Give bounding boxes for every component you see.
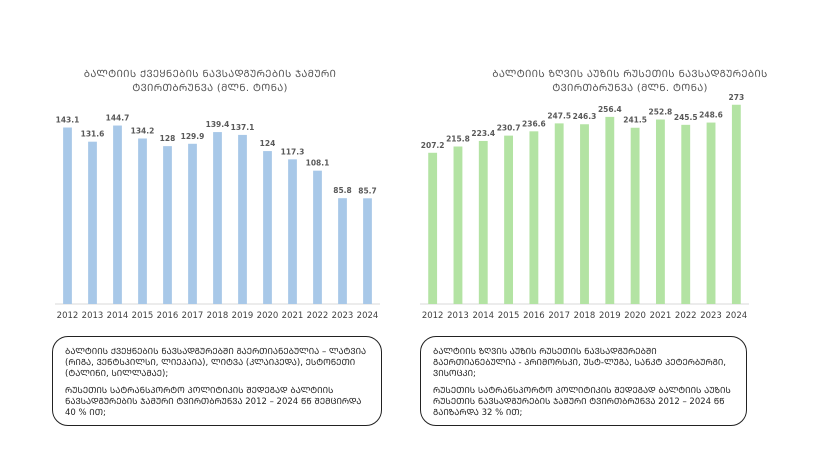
left-tick-label: 2017 xyxy=(182,311,204,321)
right-bar-chart: 207.2 2012 215.8 2013 223.4 2014 230.7 2015 236.… xyxy=(420,93,749,321)
right-bar xyxy=(504,135,514,304)
left-data-label: 139.4 xyxy=(206,120,230,129)
right-data-label: 241.5 xyxy=(623,116,647,125)
right-tick-label: 2020 xyxy=(624,311,646,321)
right-chart-panel: ᲑᲐᲚᲢᲘᲘᲡ ᲖᲦᲕᲘᲡ ᲐᲣᲖᲘᲡ ᲠᲣᲡᲔᲗᲘᲡ ᲜᲐᲕᲡᲐᲓᲒᲣᲠᲔᲑᲘ… xyxy=(420,0,840,459)
right-bar xyxy=(478,140,488,304)
right-data-label: 215.8 xyxy=(446,135,470,144)
right-chart-title: ᲑᲐᲚᲢᲘᲘᲡ ᲖᲦᲕᲘᲡ ᲐᲣᲖᲘᲡ ᲠᲣᲡᲔᲗᲘᲡ ᲜᲐᲕᲡᲐᲓᲒᲣᲠᲔᲑᲘ… xyxy=(492,69,768,94)
right-note-paragraph-1: ᲑᲐᲚᲢᲘᲘᲡ ᲖᲦᲕᲘᲡ ᲐᲣᲖᲘᲡ ᲠᲣᲡᲔᲗᲘᲡ ᲜᲐᲕᲡᲐᲓᲒᲣᲠᲔᲑᲨ… xyxy=(433,347,726,379)
left-data-label: 129.9 xyxy=(181,132,205,141)
right-bar xyxy=(655,119,665,304)
left-bar xyxy=(88,141,97,304)
left-data-label: 134.2 xyxy=(131,126,155,135)
left-bar xyxy=(338,198,347,304)
right-data-label: 245.5 xyxy=(674,113,698,122)
right-note-paragraph-2: ᲠᲣᲡᲔᲗᲘᲡ ᲡᲐᲢᲠᲐᲜᲡᲞᲝᲠᲢᲝ ᲞᲝᲚᲘᲢᲘᲙᲘᲡ ᲨᲔᲓᲔᲒᲐᲓ Ბ… xyxy=(433,386,731,418)
right-tick-label: 2014 xyxy=(472,311,494,321)
left-bar xyxy=(63,127,72,304)
right-data-label: 223.4 xyxy=(471,129,495,138)
right-data-label: 230.7 xyxy=(497,124,521,133)
right-bar xyxy=(731,104,741,304)
left-tick-label: 2015 xyxy=(132,311,154,321)
left-note-box: ᲑᲐᲚᲢᲘᲘᲡ ᲥᲕᲔᲧᲜᲔᲑᲘᲡ ᲜᲐᲕᲡᲐᲓᲒᲣᲠᲔᲑᲨᲘ ᲒᲐᲔᲠᲗᲘᲐᲜ… xyxy=(52,336,382,426)
right-data-label: 256.4 xyxy=(598,105,622,114)
right-data-label: 273 xyxy=(729,93,745,102)
right-tick-label: 2016 xyxy=(523,311,545,321)
left-data-label: 131.6 xyxy=(81,130,105,139)
left-tick-label: 2023 xyxy=(332,311,354,321)
left-bar xyxy=(313,170,322,304)
left-tick-label: 2022 xyxy=(307,311,329,321)
left-data-label: 137.1 xyxy=(231,123,255,132)
right-tick-label: 2022 xyxy=(675,311,697,321)
left-data-label: 85.7 xyxy=(358,186,377,195)
left-tick-label: 2018 xyxy=(207,311,229,321)
right-tick-label: 2024 xyxy=(726,311,748,321)
left-bar xyxy=(238,134,247,304)
right-bar xyxy=(453,146,463,304)
right-tick-label: 2015 xyxy=(498,311,520,321)
right-tick-label: 2023 xyxy=(700,311,722,321)
left-bar xyxy=(113,125,122,304)
right-bar xyxy=(554,123,564,304)
left-data-label: 128 xyxy=(160,134,176,143)
left-tick-label: 2019 xyxy=(232,311,254,321)
left-chart-panel: ᲑᲐᲚᲢᲘᲘᲡ ᲥᲕᲔᲧᲜᲔᲑᲘᲡ ᲜᲐᲕᲡᲐᲓᲒᲣᲠᲔᲑᲘᲡ ᲯᲐᲛᲣᲠᲘ Ტ… xyxy=(52,69,382,426)
right-bar xyxy=(529,131,539,304)
right-data-label: 252.8 xyxy=(649,108,673,117)
left-data-label: 85.8 xyxy=(333,186,352,195)
left-data-label: 143.1 xyxy=(56,116,80,125)
left-tick-label: 2020 xyxy=(257,311,279,321)
left-tick-label: 2014 xyxy=(107,311,129,321)
right-data-label: 236.6 xyxy=(522,119,546,128)
left-bar xyxy=(138,138,147,304)
right-tick-label: 2019 xyxy=(599,311,621,321)
left-data-label: 124 xyxy=(260,139,276,148)
right-data-label: 247.5 xyxy=(547,111,571,120)
right-bar xyxy=(428,152,438,304)
left-bar xyxy=(263,151,272,304)
right-tick-label: 2018 xyxy=(574,311,596,321)
left-bar xyxy=(288,159,297,304)
left-data-label: 117.3 xyxy=(281,147,305,156)
right-tick-label: 2012 xyxy=(422,311,444,321)
right-bar xyxy=(580,124,589,305)
left-tick-label: 2016 xyxy=(157,311,179,321)
left-bar xyxy=(188,143,197,304)
left-bar-chart: 143.1 2012 131.6 2013 144.7 2014 134.2 2015 128 2… xyxy=(55,114,380,321)
right-bar xyxy=(605,116,615,304)
left-tick-label: 2024 xyxy=(357,311,379,321)
right-tick-label: 2013 xyxy=(447,311,469,321)
left-data-label: 108.1 xyxy=(306,159,330,168)
right-tick-label: 2021 xyxy=(650,311,672,321)
left-data-label: 144.7 xyxy=(106,114,130,123)
left-bar xyxy=(213,132,222,304)
left-note-paragraph-2: ᲠᲣᲡᲔᲗᲘᲡ ᲡᲐᲢᲠᲐᲜᲡᲞᲝᲠᲢᲝ ᲞᲝᲚᲘᲢᲘᲙᲘᲡ ᲨᲔᲓᲔᲒᲐᲓ Ბ… xyxy=(65,386,362,418)
right-data-label: 248.6 xyxy=(699,111,723,120)
right-bar xyxy=(706,122,716,304)
right-bar xyxy=(630,127,640,304)
right-note-box: ᲑᲐᲚᲢᲘᲘᲡ ᲖᲦᲕᲘᲡ ᲐᲣᲖᲘᲡ ᲠᲣᲡᲔᲗᲘᲡ ᲜᲐᲕᲡᲐᲓᲒᲣᲠᲔᲑᲨ… xyxy=(420,336,747,426)
left-bar xyxy=(163,146,172,304)
left-note-paragraph-1: ᲑᲐᲚᲢᲘᲘᲡ ᲥᲕᲔᲧᲜᲔᲑᲘᲡ ᲜᲐᲕᲡᲐᲓᲒᲣᲠᲔᲑᲨᲘ ᲒᲐᲔᲠᲗᲘᲐᲜ… xyxy=(65,347,367,379)
right-data-label: 207.2 xyxy=(421,141,445,150)
left-tick-label: 2021 xyxy=(282,311,304,321)
left-chart-title: ᲑᲐᲚᲢᲘᲘᲡ ᲥᲕᲔᲧᲜᲔᲑᲘᲡ ᲜᲐᲕᲡᲐᲓᲒᲣᲠᲔᲑᲘᲡ ᲯᲐᲛᲣᲠᲘ Ტ… xyxy=(83,69,337,94)
left-bar xyxy=(363,198,372,304)
left-tick-label: 2013 xyxy=(82,311,104,321)
left-tick-label: 2012 xyxy=(57,311,79,321)
right-tick-label: 2017 xyxy=(548,311,570,321)
right-bar xyxy=(681,124,691,305)
right-data-label: 246.3 xyxy=(573,112,597,121)
